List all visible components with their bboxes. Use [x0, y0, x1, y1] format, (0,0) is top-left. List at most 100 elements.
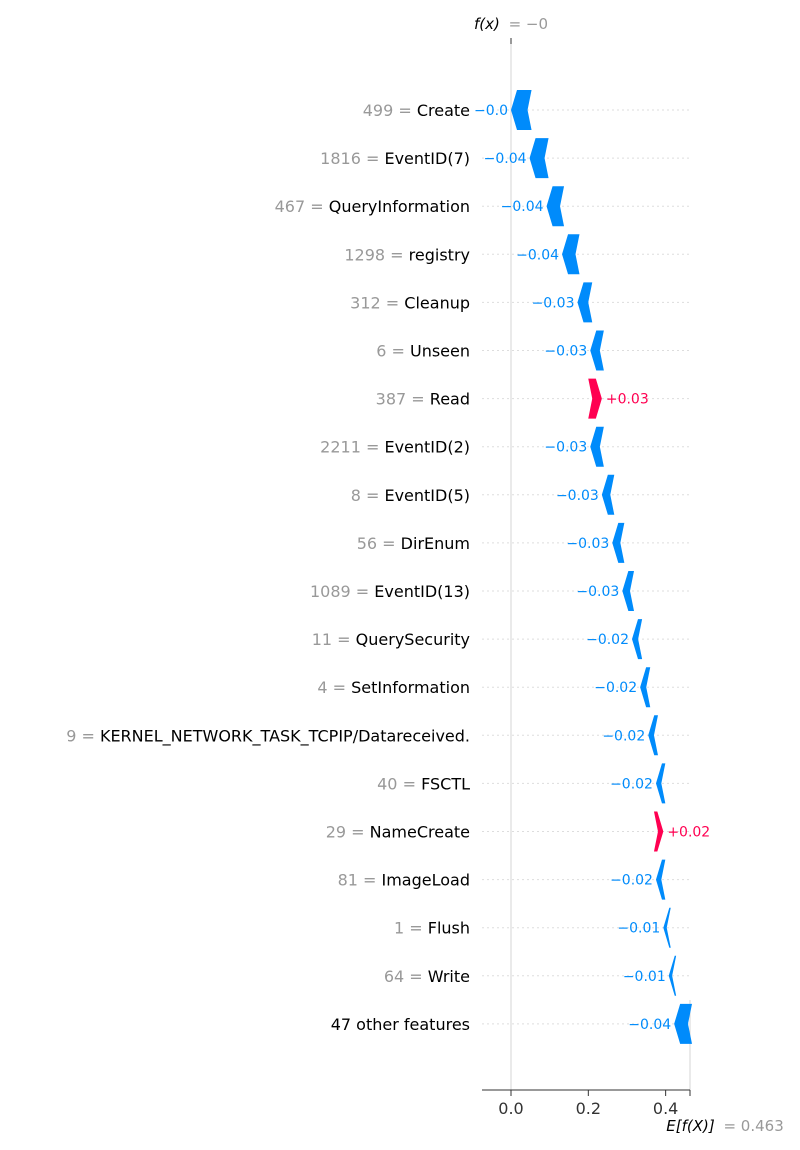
negative-bar	[655, 763, 666, 804]
bar-value-label: −0.01	[617, 921, 660, 937]
feature-name: EventID(2)	[384, 438, 470, 457]
bar-value-label: −0.03	[544, 344, 587, 360]
feature-name: registry	[409, 245, 470, 264]
feature-name: QueryInformation	[329, 197, 470, 216]
feature-name: NameCreate	[370, 823, 470, 842]
feature-name: Flush	[428, 919, 470, 938]
feature-label: 387 = Read	[376, 390, 470, 409]
feature-value: 6 =	[376, 342, 410, 361]
bar-value-label: −0.02	[610, 873, 653, 889]
positive-bar	[653, 811, 664, 852]
x-axis: 0.0 0.2 0.4	[482, 38, 691, 1118]
feature-label: 40 = FSCTL	[377, 774, 470, 793]
feature-value: 11 =	[312, 630, 356, 649]
feature-label: 6 = Unseen	[376, 342, 470, 361]
feature-label: 47 other features	[331, 1015, 470, 1034]
bar-value-label: −0.03	[532, 295, 575, 311]
feature-value: 56 =	[357, 534, 401, 553]
feature-name: Unseen	[410, 342, 470, 361]
fx-value: = −0	[509, 15, 548, 33]
feature-value: 467 =	[275, 197, 329, 216]
bar-value-label: −0.0	[474, 103, 508, 119]
fx-label: f(x)	[474, 15, 500, 33]
feature-name: Create	[417, 101, 470, 120]
fx-annotation: f(x) = −0	[474, 15, 548, 33]
negative-bar	[529, 138, 549, 179]
feature-name: SetInformation	[351, 678, 470, 697]
feature-label: 9 = KERNEL_NETWORK_TASK_TCPIP/Datareceiv…	[66, 726, 470, 746]
base-label: E[f(X)]	[666, 1117, 715, 1135]
base-value-annotation: E[f(X)] = 0.463	[666, 1117, 784, 1135]
feature-label: 2211 = EventID(2)	[320, 438, 470, 457]
feature-label: 1298 = registry	[344, 245, 470, 264]
feature-label: 1816 = EventID(7)	[320, 149, 470, 168]
bar-layer	[510, 90, 692, 1044]
bar-value-label: −0.03	[556, 488, 599, 504]
bar-value-label: −0.04	[628, 1017, 671, 1033]
feature-name: Cleanup	[404, 293, 470, 312]
feature-label: 1089 = EventID(13)	[310, 582, 470, 601]
negative-bar	[640, 667, 651, 708]
feature-value: 1089 =	[310, 582, 374, 601]
feature-name: 47 other features	[331, 1015, 470, 1034]
feature-label: 56 = DirEnum	[357, 534, 470, 553]
negative-bar	[668, 955, 677, 996]
grid-layer	[482, 38, 691, 1090]
feature-label: 81 = ImageLoad	[338, 871, 470, 890]
feature-label: 29 = NameCreate	[326, 823, 470, 842]
feature-value: 40 =	[377, 774, 421, 793]
negative-bar	[590, 426, 604, 467]
feature-value: 312 =	[350, 293, 404, 312]
bar-value-label: −0.01	[623, 969, 666, 985]
feature-label: 8 = EventID(5)	[351, 486, 470, 505]
bar-value-label: +0.02	[667, 825, 710, 841]
feature-label: 4 = SetInformation	[317, 678, 470, 697]
negative-bar	[562, 234, 580, 275]
feature-label: 499 = Create	[363, 101, 470, 120]
negative-bar	[648, 715, 658, 756]
negative-bar	[632, 619, 643, 660]
negative-bar	[674, 1003, 692, 1044]
bar-value-label: −0.02	[594, 680, 637, 696]
feature-name: ImageLoad	[382, 871, 471, 890]
feature-value: 81 =	[338, 871, 382, 890]
negative-bar	[510, 90, 532, 130]
negative-bar	[577, 282, 593, 323]
x-tick-label: 0.2	[576, 1099, 601, 1118]
feature-name: EventID(13)	[374, 582, 470, 601]
bar-value-label: +0.03	[606, 392, 649, 408]
label-layer: 499 = Create −0.0 1816 = EventID(7) −0.04 46…	[66, 101, 710, 1034]
feature-value: 4 =	[317, 678, 351, 697]
feature-name: DirEnum	[401, 534, 470, 553]
feature-name: KERNEL_NETWORK_TASK_TCPIP/Datareceived.	[100, 726, 470, 746]
feature-name: Read	[430, 390, 470, 409]
feature-value: 2211 =	[320, 438, 384, 457]
feature-value: 9 =	[66, 726, 100, 745]
bar-value-label: −0.04	[516, 247, 559, 263]
bar-value-label: −0.02	[602, 728, 645, 744]
bar-value-label: −0.03	[566, 536, 609, 552]
bar-value-label: −0.03	[576, 584, 619, 600]
bar-value-label: −0.02	[586, 632, 629, 648]
feature-name: FSCTL	[421, 774, 470, 793]
base-value: = 0.463	[723, 1117, 783, 1135]
feature-name: EventID(5)	[384, 486, 470, 505]
negative-bar	[612, 522, 625, 563]
negative-bar	[590, 330, 604, 371]
feature-value: 1816 =	[320, 149, 384, 168]
feature-label: 64 = Write	[384, 967, 470, 986]
bar-value-label: −0.02	[610, 776, 653, 792]
feature-value: 1 =	[394, 919, 428, 938]
negative-bar	[601, 474, 615, 515]
feature-name: Write	[428, 967, 470, 986]
feature-label: 11 = QuerySecurity	[312, 630, 470, 649]
feature-value: 387 =	[376, 390, 430, 409]
x-tick-label: 0.4	[653, 1099, 678, 1118]
feature-value: 499 =	[363, 101, 417, 120]
bar-value-label: −0.04	[501, 199, 544, 215]
negative-bar	[655, 859, 666, 900]
bar-value-label: −0.04	[484, 151, 527, 167]
feature-value: 1298 =	[344, 245, 408, 264]
positive-bar	[588, 378, 602, 419]
